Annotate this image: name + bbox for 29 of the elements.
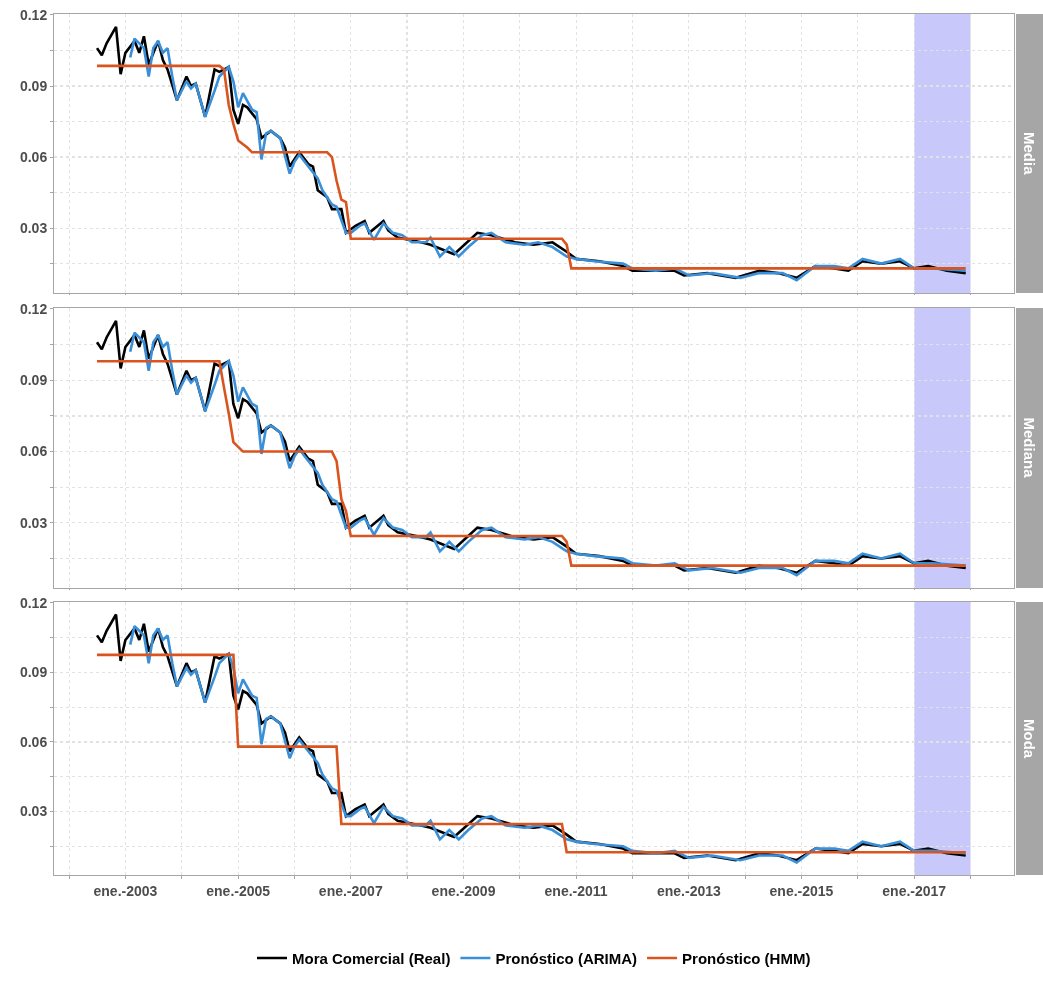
text: Moda	[1021, 719, 1038, 759]
line-series	[95, 64, 968, 270]
x-tick-label: ene.-2003	[93, 882, 158, 899]
x-tick-label: ene.-2017	[882, 882, 947, 899]
legend-label: Mora Comercial (Real)	[292, 949, 451, 967]
y-tick-label: 0.03	[19, 220, 48, 237]
y-tick-label: 0.12	[19, 300, 48, 317]
x-tick-label: ene.-2009	[431, 882, 496, 899]
legend-label: Pronóstico (HMM)	[682, 949, 811, 967]
y-tick-label: 0.06	[19, 443, 48, 460]
x-tick-label: ene.-2015	[769, 882, 834, 899]
y-tick-label: 0.06	[19, 733, 48, 750]
text: Mediana	[1020, 417, 1038, 479]
legend-label: Pronóstico (ARIMA)	[495, 949, 638, 967]
y-tick-label: 0.03	[19, 514, 48, 531]
y-tick-label: 0.09	[19, 77, 48, 94]
x-tick-label: ene.-2005	[206, 882, 271, 899]
x-tick-label: ene.-2007	[318, 882, 383, 899]
y-tick-label: 0.03	[19, 803, 48, 820]
y-tick-label: 0.09	[19, 372, 48, 389]
y-tick-label: 0.12	[19, 6, 48, 23]
y-tick-label: 0.12	[19, 594, 48, 611]
line-series	[95, 359, 968, 567]
y-tick-label: 0.09	[19, 664, 48, 681]
x-tick-label: ene.-2013	[656, 882, 721, 899]
y-tick-label: 0.06	[19, 148, 48, 165]
line-series	[95, 653, 968, 854]
text: Media	[1021, 132, 1038, 176]
x-tick-label: ene.-2011	[544, 882, 608, 899]
